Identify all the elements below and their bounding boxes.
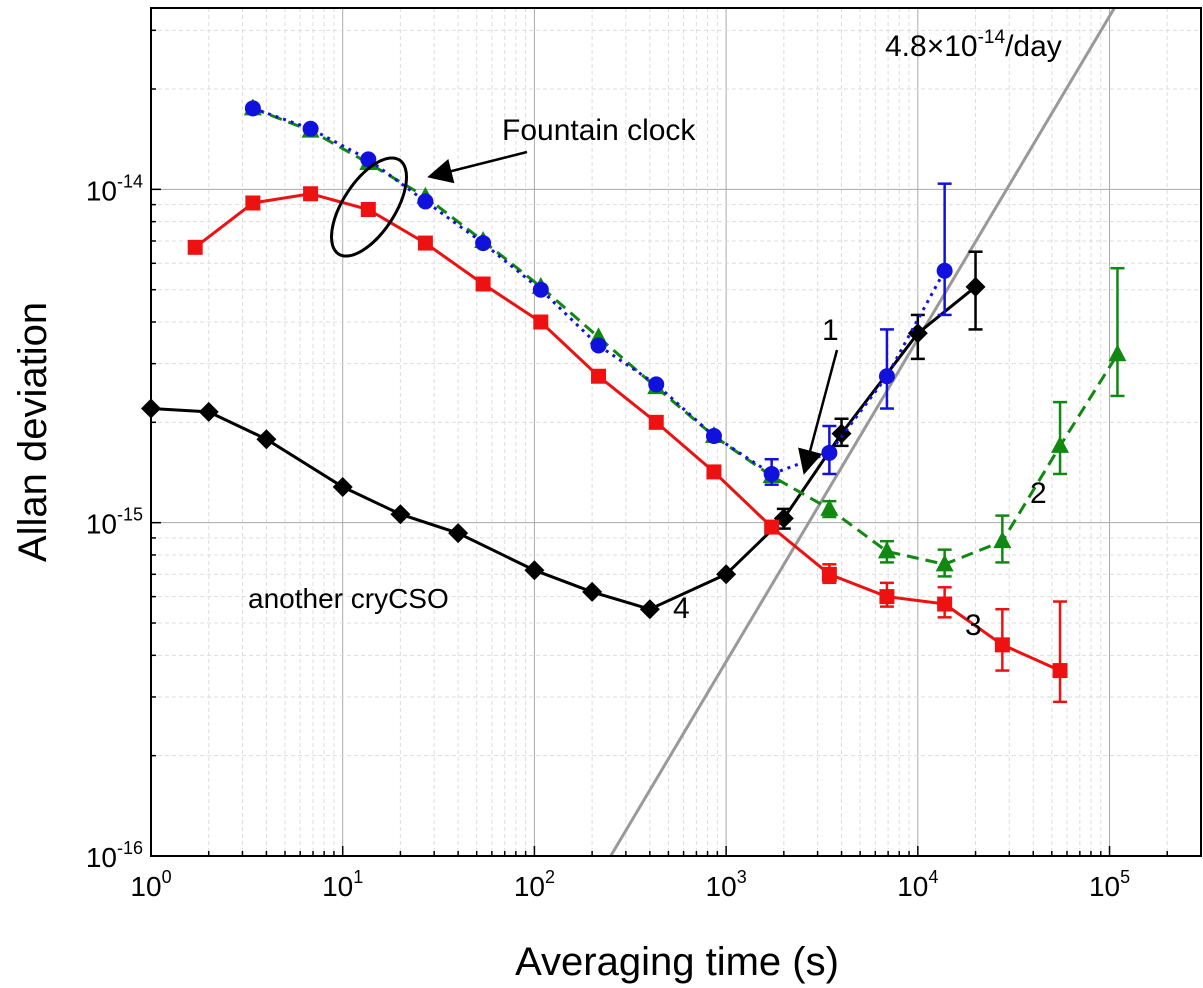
fountain-ellipse [330,156,408,258]
data-point [198,401,219,422]
series-label-3: 3 [965,609,982,642]
data-point [965,276,986,297]
data-point [820,498,839,516]
series-label-1: 1 [822,314,839,347]
x-tick-label: 103 [706,867,747,902]
x-tick-label-base: 10 [706,871,737,902]
data-point [648,376,665,393]
data-point [993,531,1012,549]
series-2 [243,98,1127,578]
drift-label-suffix: /day [1005,30,1062,63]
plot-frame [150,7,1202,857]
data-point [716,564,737,585]
data-point [936,262,953,279]
y-axis-label: Allan deviation [11,302,55,562]
data-point [935,554,954,572]
data-point [582,581,603,602]
data-point [1108,344,1127,362]
data-point [706,464,722,480]
y-tick-label: 10-16 [86,838,143,873]
data-point [187,239,203,255]
data-point [878,368,895,385]
data-point [360,202,376,218]
drift-label-main: 4.8×10 [885,30,978,63]
data-point [532,281,549,298]
series-label-4: 4 [673,592,690,625]
y-tick-label-base: 10 [86,842,117,873]
x-tick-label-base: 10 [514,871,545,902]
drift-label-exp: -14 [978,27,1006,48]
x-tick-label: 102 [514,867,555,902]
data-point [390,504,411,525]
data-point [821,444,838,461]
data-point [533,314,549,330]
y-tick-label: 10-14 [86,171,143,206]
x-axis-label: Averaging time (s) [515,940,839,984]
data-point [590,337,607,354]
x-tick-label-exp: 2 [545,867,555,887]
annotation-fountain-clock: Fountain clock [502,114,696,147]
series-1 [244,100,953,486]
series-label-2: 2 [1030,477,1047,510]
drift-line-path [609,7,1116,857]
x-tick-label: 101 [322,867,363,902]
x-tick-label-base: 10 [322,871,353,902]
y-tick-label-exp: -15 [117,505,143,525]
series-group [141,98,1127,704]
x-tick-label-base: 10 [1089,871,1120,902]
data-point [417,193,434,210]
data-point [360,151,377,168]
data-point [705,427,722,444]
annotation-group [330,150,839,475]
x-tick-label-exp: 4 [928,867,938,887]
x-tick-label: 104 [897,867,938,902]
data-point [639,599,660,620]
data-point [417,235,433,251]
y-tick-label-exp: -16 [117,838,143,858]
x-tick-label-base: 10 [130,871,161,902]
series-line [252,106,1119,566]
data-point [648,414,664,430]
y-tick-label-base: 10 [86,175,117,206]
series-line [194,192,1061,672]
x-tick-label-exp: 0 [162,867,172,887]
data-point [244,100,261,117]
y-tick-label: 10-15 [86,505,143,540]
x-tick-label-exp: 1 [353,867,363,887]
y-tick-label-exp: -14 [117,171,143,191]
data-point [763,465,780,482]
data-point [994,637,1010,653]
data-point [821,566,837,582]
data-point [448,523,469,544]
data-point [256,429,277,450]
data-point [302,120,319,137]
x-tick-label-exp: 3 [737,867,747,887]
x-tick-label-base: 10 [897,871,928,902]
data-point [524,560,545,581]
series-3 [187,186,1068,704]
x-tick-label: 100 [130,867,171,902]
data-point [764,519,780,535]
x-tick-label-exp: 5 [1120,867,1130,887]
data-point [1051,435,1070,453]
data-point [879,589,895,605]
drift-line [609,7,1116,857]
data-point [475,235,492,252]
data-point [475,276,491,292]
x-tick-label: 105 [1089,867,1130,902]
annotation-another-crycso: another cryCSO [248,583,449,614]
data-point [303,186,319,202]
data-point [591,368,607,384]
fountain-arrow [427,150,528,184]
series-1-arrow [798,349,839,475]
data-point [877,541,896,559]
data-point [332,476,353,497]
data-point [245,195,261,211]
drift-label: 4.8×10-14/day [885,27,1062,63]
y-tick-label-base: 10 [86,509,117,540]
data-point [1052,663,1068,679]
data-point [937,596,953,612]
